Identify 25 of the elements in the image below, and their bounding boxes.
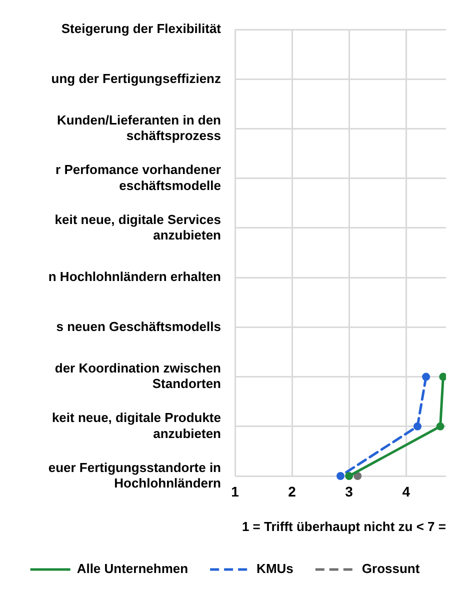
- x-tick-label: 4: [402, 483, 410, 500]
- point: [354, 472, 362, 480]
- point: [413, 422, 422, 430]
- y-tick-label: keit neue, digitale Produkte anzubieten: [52, 410, 222, 441]
- x-axis-title: 1 = Trifft überhaupt nicht zu < 7 =: [242, 518, 446, 534]
- y-tick-label: ung der Fertigungseffizienz: [51, 70, 222, 86]
- legend-label: Alle Unternehmen: [76, 561, 188, 576]
- x-tick-label: 1: [231, 483, 240, 500]
- legend-label: KMUs: [256, 561, 294, 576]
- point: [436, 422, 444, 430]
- y-tick-label: keit neue, digitale Services anzubieten: [54, 212, 222, 242]
- legend-label: Grossunt: [362, 561, 420, 576]
- point: [439, 372, 446, 381]
- point: [345, 472, 354, 480]
- y-tick-label: Steigerung der Flexibilität: [61, 21, 222, 36]
- y-tick-label: Kunden/Lieferanten in den schäftsprozess: [57, 112, 222, 144]
- y-tick-label: der Koordination zwischen Standorten: [54, 360, 222, 392]
- x-tick-label: 3: [345, 483, 354, 500]
- x-tick-label: 2: [288, 483, 296, 500]
- point: [422, 372, 430, 381]
- point: [336, 472, 344, 480]
- y-tick-label: s neuen Geschäftsmodells: [56, 318, 221, 334]
- y-tick-label: r Perfomance vorhandener eschäftsmodelle: [56, 162, 221, 193]
- y-tick-label: euer Fertigungsstandorte in Hochlohnländern: [48, 460, 222, 490]
- y-tick-label: n Hochlohnländern erhalten: [48, 269, 222, 284]
